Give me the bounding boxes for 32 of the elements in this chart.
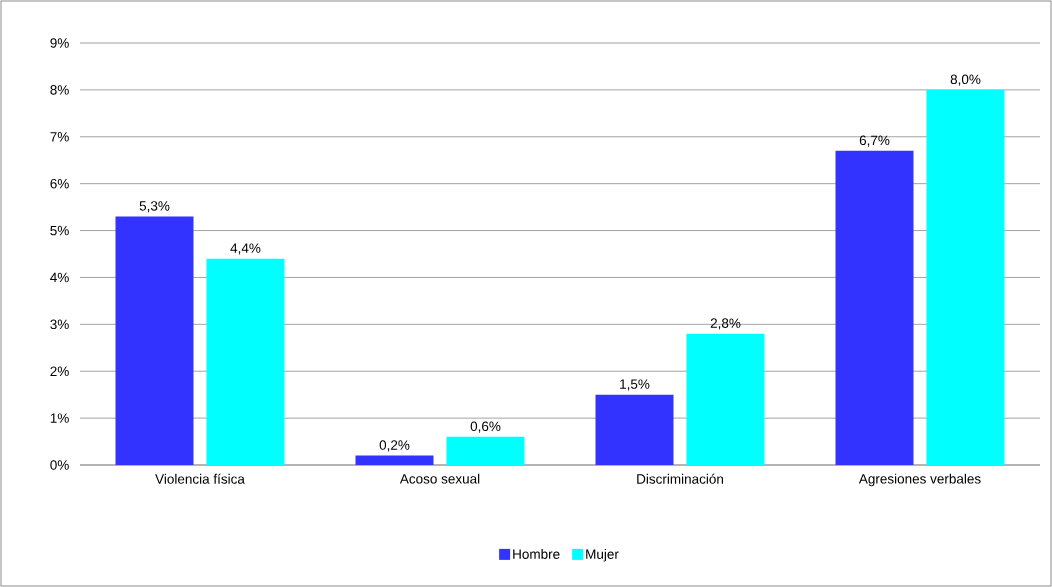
data-label: 8,0% (950, 74, 981, 86)
bar (355, 455, 434, 465)
y-tick-label: 7% (50, 132, 69, 142)
bar (926, 89, 1005, 465)
data-label: 4,4% (230, 243, 261, 255)
x-tick-label: Agresiones verbales (858, 473, 981, 487)
bar (115, 216, 194, 465)
y-tick-label: 9% (50, 38, 69, 48)
legend-label: Hombre (513, 548, 560, 559)
y-tick-label: 5% (50, 225, 69, 236)
legend-label: Mujer (586, 548, 619, 562)
y-tick-label: 2% (50, 366, 69, 376)
data-label: 0,6% (470, 421, 501, 433)
y-tick-label: 4% (50, 272, 69, 283)
bar (206, 258, 285, 465)
data-label: 1,5% (620, 379, 650, 391)
x-tick-label: Discriminación (637, 473, 723, 484)
y-tick-label: 3% (50, 319, 69, 330)
data-label: 6,7% (859, 135, 890, 147)
y-tick-label: 8% (50, 85, 69, 95)
y-tick-label: 1% (50, 413, 69, 423)
bar (446, 436, 525, 465)
y-tick-label: 6% (50, 178, 69, 189)
data-label: 0,2% (379, 440, 410, 452)
bar (835, 150, 914, 465)
data-label: 2,8% (710, 318, 741, 330)
bar (595, 394, 674, 465)
y-tick-label: 0% (50, 460, 69, 470)
bar (686, 333, 765, 465)
x-tick-label: Acoso sexual (399, 473, 480, 484)
data-label: 5,3% (139, 201, 170, 213)
x-tick-label: Violencia física (155, 473, 245, 484)
